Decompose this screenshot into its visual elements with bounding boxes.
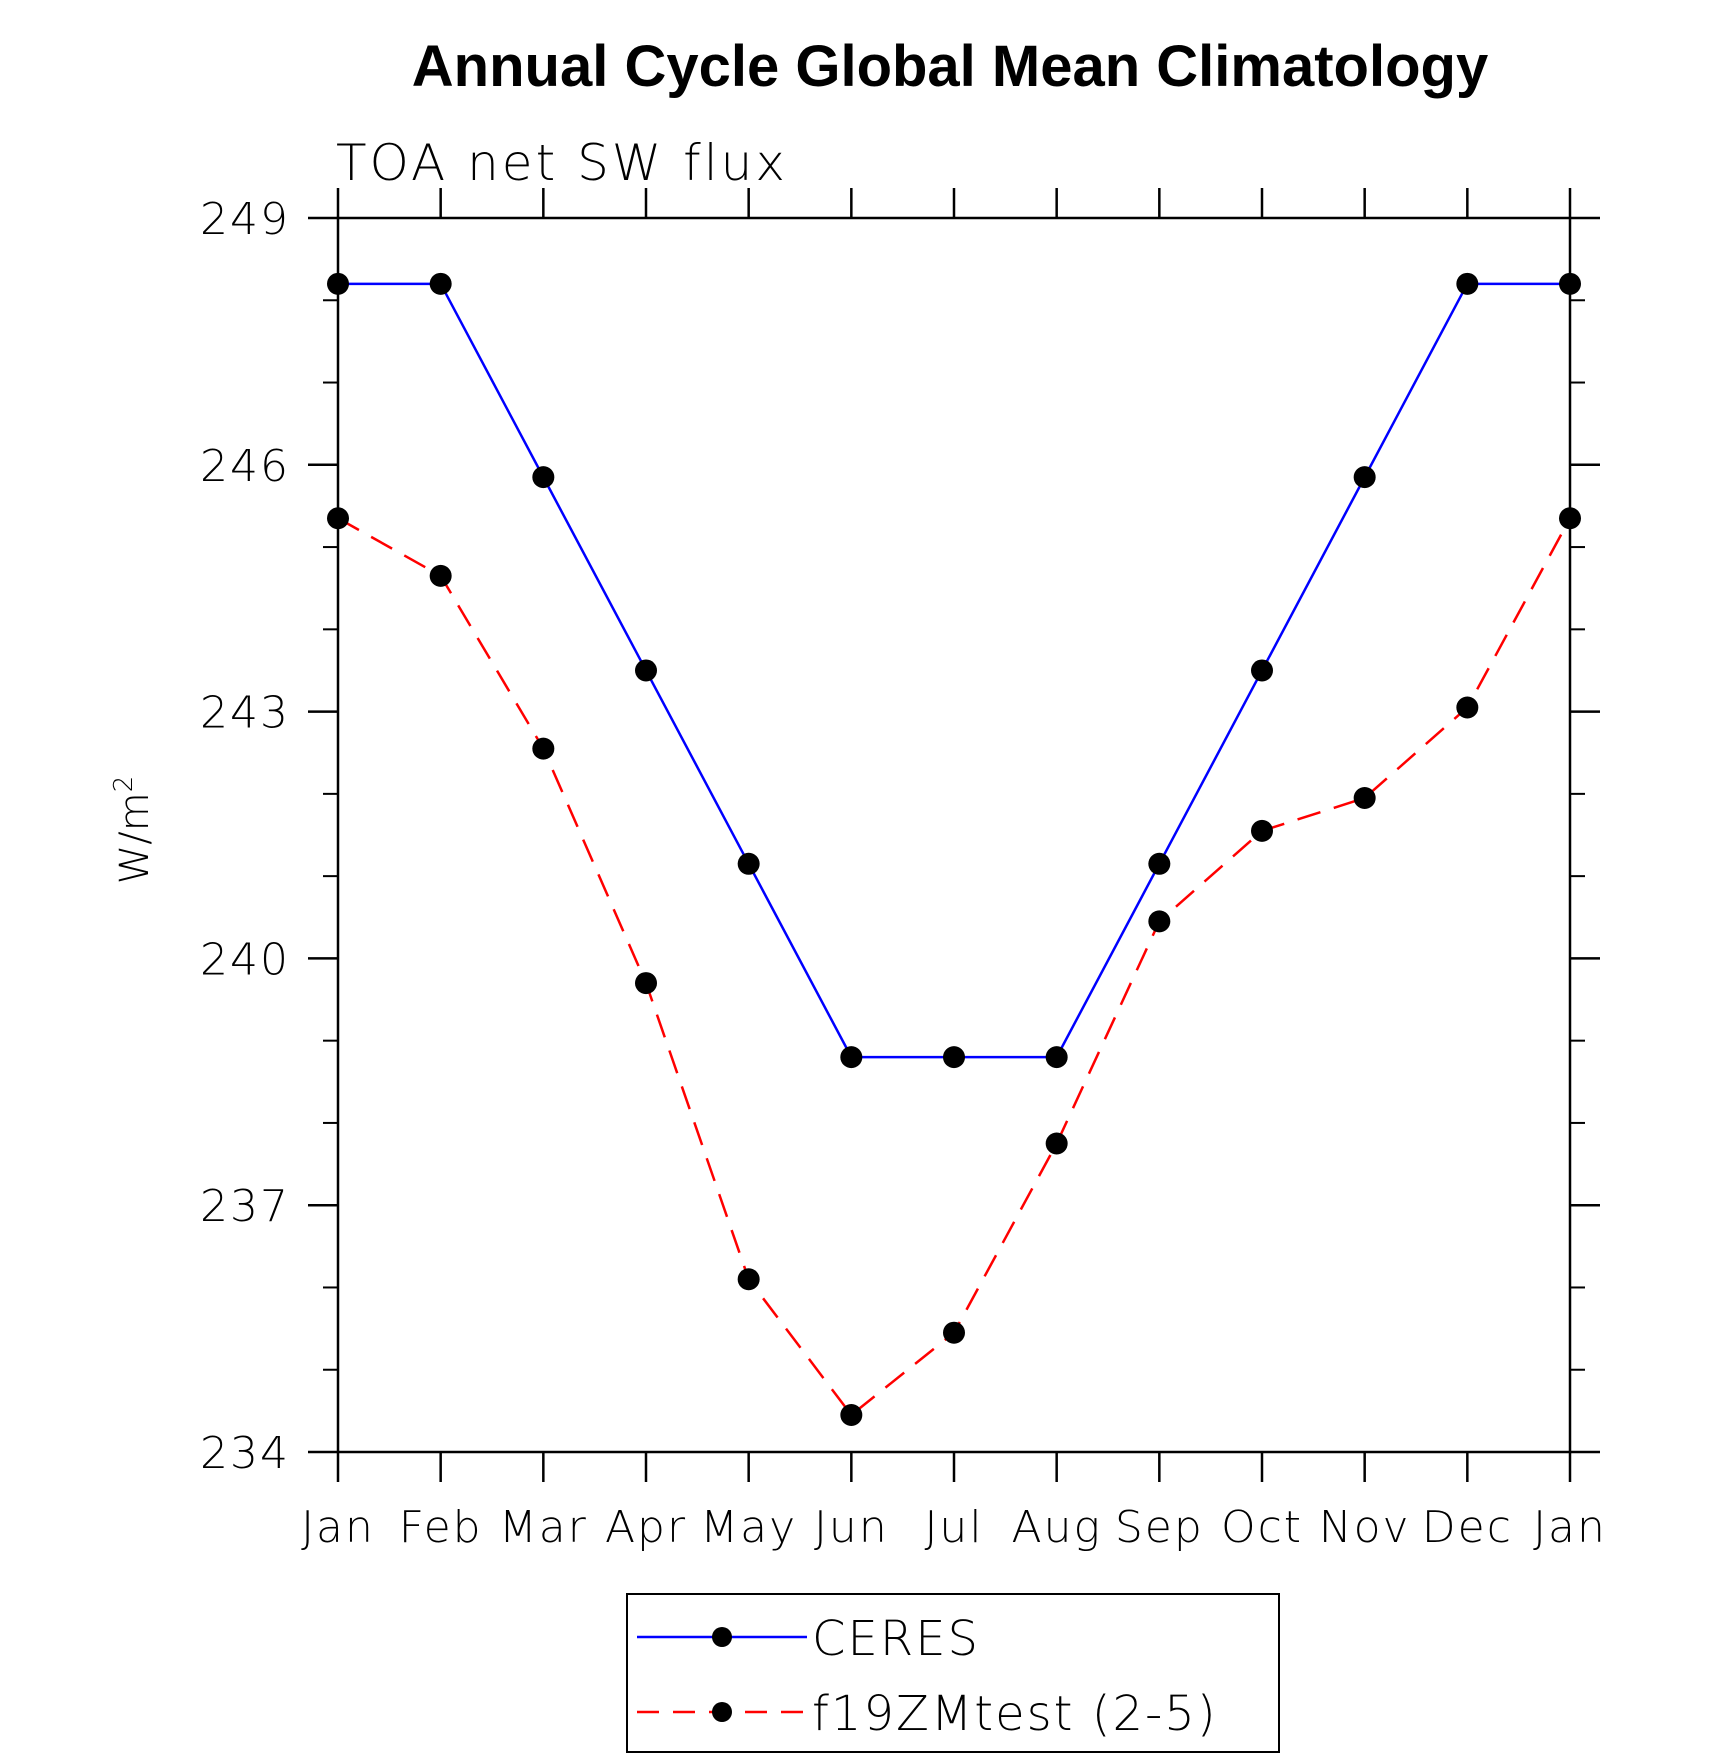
legend: CERES f19ZMtest (2-5) (626, 1593, 1280, 1753)
series-1-point (327, 507, 349, 530)
x-tick-label: Dec (1422, 1502, 1513, 1553)
plot-series (327, 272, 1581, 1426)
x-tick-label: Mar (499, 1502, 588, 1553)
series-1-point (737, 1268, 760, 1291)
series-line-1 (337, 517, 1572, 1417)
x-tick-label: Oct (1221, 1502, 1303, 1553)
series-1-point (532, 737, 555, 760)
series-1-point (1456, 696, 1479, 719)
series-1-point (1045, 1132, 1068, 1155)
x-tick-label: Jun (814, 1502, 889, 1553)
series-0-point (532, 466, 555, 489)
x-tick-label: Nov (1319, 1502, 1411, 1553)
y-axis-label: W/m2 (109, 776, 158, 885)
chart-subtitle: TOA net SW flux (336, 134, 788, 192)
legend-label-ceres: CERES (812, 1611, 980, 1667)
y-tick-label: 237 (200, 1181, 290, 1232)
x-tick-label: Jan (1533, 1502, 1607, 1553)
series-1-point (635, 972, 657, 995)
series-1-point (1559, 507, 1581, 530)
series-line-0 (338, 282, 1570, 1059)
chart-title: Annual Cycle Global Mean Climatology (412, 34, 1488, 99)
series-0-point (737, 852, 760, 875)
x-tick-label: Jul (924, 1502, 983, 1553)
x-tick-label: Aug (1011, 1502, 1101, 1553)
x-tick-label: Jan (301, 1502, 375, 1553)
series-0-point (429, 272, 452, 295)
series-0-point (840, 1046, 863, 1069)
plot-frame (336, 216, 1572, 1454)
legend-marker-ceres (712, 1627, 732, 1647)
legend-marker-f19zmtest (712, 1702, 732, 1722)
series-1-point (943, 1321, 965, 1344)
series-1-point (1251, 819, 1273, 842)
y-tick-label: 243 (200, 688, 290, 739)
series-0-point (943, 1046, 965, 1069)
series-0-point (1559, 272, 1581, 295)
legend-label-f19zmtest: f19ZMtest (2-5) (812, 1686, 1218, 1742)
series-1-point (1353, 786, 1376, 809)
series-0-point (327, 272, 349, 295)
series-1-point (1148, 910, 1171, 933)
plot-axes: Jan Feb Mar Apr May Jun Jul Aug Sep Oct Nov Dec Jan2… (200, 188, 1607, 1553)
x-tick-label: May (700, 1502, 797, 1553)
x-tick-label: Feb (399, 1502, 483, 1553)
series-0-point (1456, 272, 1479, 295)
y-tick-label: 240 (200, 934, 290, 985)
y-tick-label: 246 (200, 441, 290, 492)
series-0-point (635, 659, 657, 682)
series-0-point (1045, 1046, 1068, 1069)
series-0-point (1251, 659, 1273, 682)
series-0-point (1148, 852, 1171, 875)
legend-box (626, 1593, 1280, 1753)
x-tick-label: Apr (605, 1502, 687, 1553)
y-tick-label: 234 (200, 1428, 290, 1479)
series-0-point (1353, 466, 1376, 489)
series-1-point (429, 564, 452, 587)
series-1-point (840, 1403, 863, 1426)
x-tick-label: Sep (1115, 1502, 1204, 1553)
y-tick-label: 249 (200, 194, 290, 245)
